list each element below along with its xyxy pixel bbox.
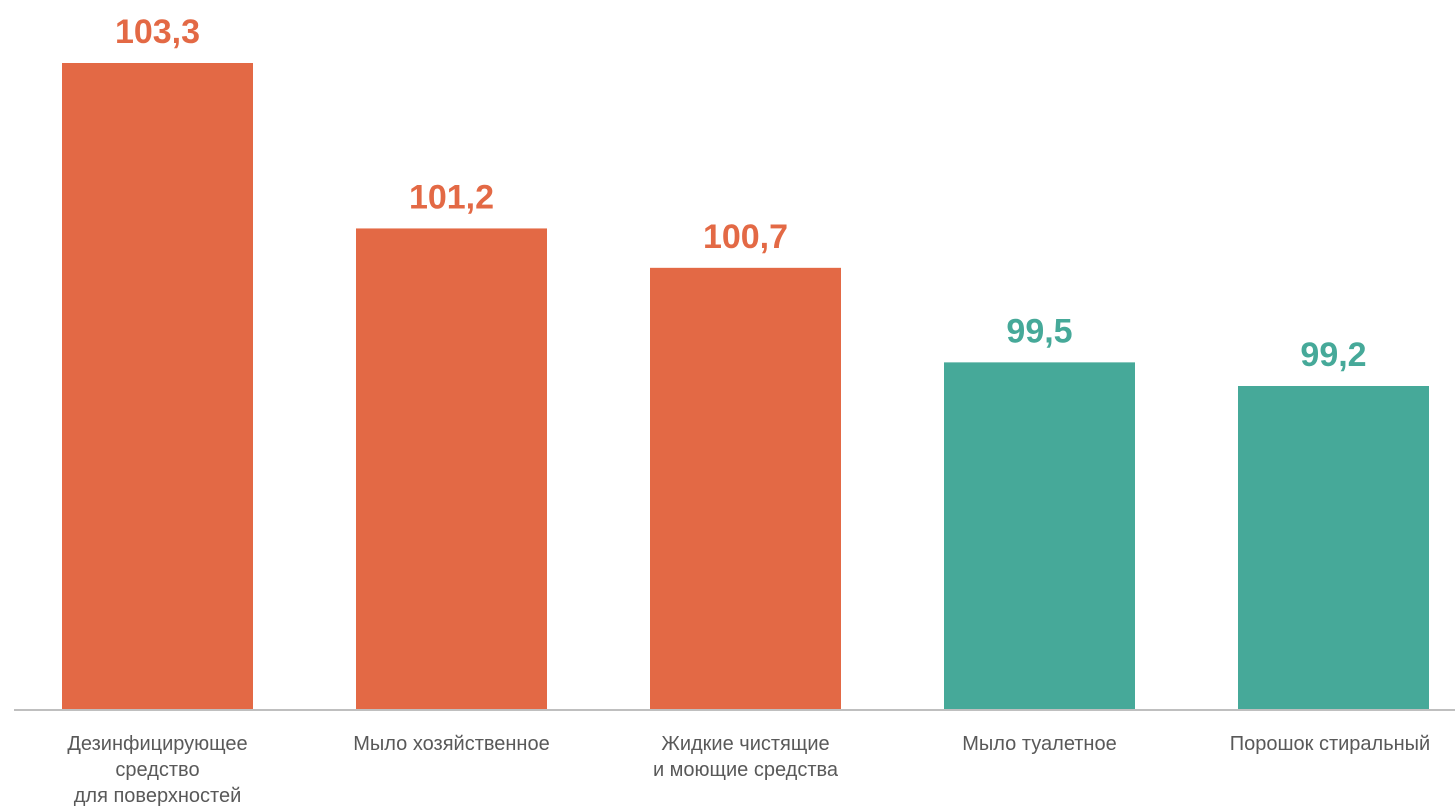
category-label-3-line-0: Мыло туалетное (962, 733, 1116, 755)
value-label-3: 99,5 (1006, 312, 1072, 350)
bar-0 (62, 63, 253, 709)
bars-group (62, 63, 1429, 709)
value-label-0: 103,3 (115, 13, 200, 51)
value-labels-group: 103,3 101,2 100,7 99,5 99,2 (115, 13, 1367, 374)
value-label-4: 99,2 (1300, 336, 1366, 374)
category-label-0-line-2: для поверхностей (74, 785, 242, 807)
category-label-4-line-0: Порошок стиральный (1230, 733, 1430, 755)
category-label-2-line-1: и моющие средства (653, 759, 839, 781)
category-label-1-line-0: Мыло хозяйственное (353, 733, 549, 755)
category-labels-group: Дезинфицирующее средство для поверхностей М… (67, 733, 1430, 807)
value-label-2: 100,7 (703, 218, 788, 256)
bar-3 (944, 362, 1135, 709)
value-label-1: 101,2 (409, 178, 494, 216)
category-label-2-line-0: Жидкие чистящие (661, 733, 829, 755)
bar-1 (356, 228, 547, 709)
category-label-0-line-1: средство (115, 759, 199, 781)
bar-2 (650, 267, 841, 709)
category-label-0-line-0: Дезинфицирующее (67, 733, 247, 755)
bar-4 (1238, 386, 1429, 709)
